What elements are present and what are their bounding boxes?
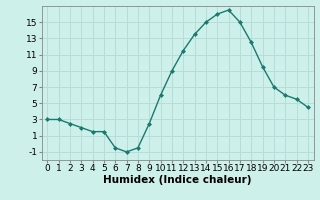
X-axis label: Humidex (Indice chaleur): Humidex (Indice chaleur) <box>103 175 252 185</box>
